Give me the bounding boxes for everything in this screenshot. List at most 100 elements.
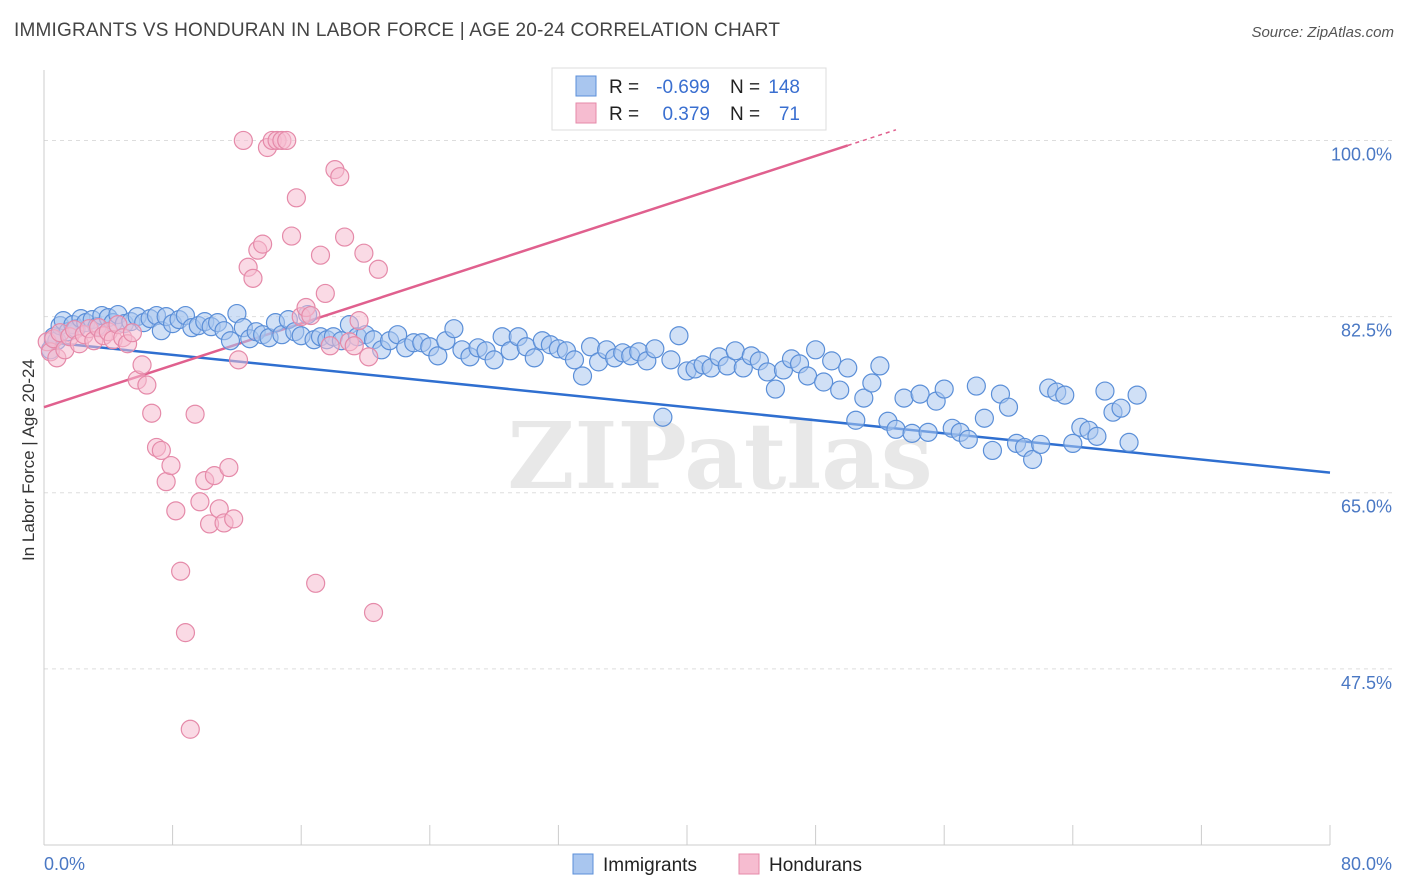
- hondurans-point: [185, 404, 205, 424]
- bottom-legend: Immigrants Hondurans: [572, 853, 862, 876]
- legend-n-value-1: 148: [768, 77, 800, 98]
- axes: [43, 70, 1331, 846]
- immigrants-point: [653, 407, 673, 427]
- chart-source: Source: ZipAtlas.com: [1251, 24, 1394, 41]
- immigrants-point: [524, 348, 544, 368]
- immigrants-point: [484, 350, 504, 370]
- hondurans-point: [315, 283, 335, 304]
- immigrants-point: [428, 346, 448, 366]
- immigrants-point: [830, 380, 850, 400]
- legend: R = -0.699 N = 148 R = 0.379 N = 71: [551, 67, 827, 131]
- immigrants-point: [894, 388, 914, 408]
- immigrants-point: [725, 341, 745, 361]
- immigrants-point: [934, 379, 954, 399]
- immigrants-point: [661, 350, 681, 370]
- legend-swatch-hondurans: [575, 102, 597, 124]
- immigrants-point: [870, 356, 890, 376]
- hondurans-point: [368, 259, 388, 279]
- immigrants-point: [1031, 434, 1051, 455]
- chart-title: IMMIGRANTS VS HONDURAN IN LABOR FORCE | …: [14, 20, 781, 41]
- immigrants-point: [838, 358, 858, 378]
- hondurans-trend-extension: [847, 129, 897, 147]
- immigrants-point: [814, 372, 834, 392]
- hondurans-point: [142, 403, 162, 423]
- immigrants-point: [958, 429, 978, 449]
- hondurans-point: [224, 509, 244, 529]
- hondurans-point: [363, 602, 384, 623]
- hondurans-point: [320, 336, 340, 356]
- immigrants-point: [982, 440, 1003, 461]
- hondurans-point: [359, 347, 379, 367]
- legend-r-label-2: R =: [609, 104, 639, 125]
- legend-r-value-2: 0.379: [662, 104, 710, 125]
- hondurans-point: [180, 719, 200, 739]
- legend-n-label-2: N =: [730, 104, 760, 125]
- hondurans-point: [166, 501, 186, 521]
- hondurans-point: [286, 188, 306, 208]
- watermark: ZIPatlas: [507, 402, 932, 510]
- immigrants-point: [1119, 432, 1139, 453]
- immigrants-point: [1055, 385, 1075, 405]
- hondurans-point: [330, 167, 350, 187]
- bottom-legend-swatch-hondurans: [738, 853, 760, 875]
- immigrants-point: [822, 351, 842, 371]
- immigrants-point: [797, 366, 818, 386]
- hondurans-point: [306, 573, 326, 593]
- y-tick-label-1: 82.5%: [1341, 321, 1392, 341]
- hondurans-point: [122, 323, 143, 343]
- bottom-legend-hondurans: Hondurans: [769, 855, 862, 876]
- immigrants-point: [854, 388, 874, 408]
- immigrants-point: [669, 326, 689, 346]
- immigrants-point: [564, 350, 585, 370]
- hondurans-point: [204, 466, 224, 486]
- hondurans-point: [277, 130, 297, 151]
- immigrants-point: [1095, 381, 1115, 401]
- legend-swatch-immigrants: [575, 75, 597, 97]
- immigrants-points: [40, 303, 1147, 470]
- hondurans-point: [228, 350, 249, 370]
- immigrants-point: [918, 422, 938, 442]
- hondurans-point: [253, 234, 273, 254]
- hondurans-point: [137, 375, 157, 395]
- hondurans-point: [281, 226, 302, 246]
- hondurans-point: [171, 561, 191, 581]
- hondurans-points: [37, 130, 388, 739]
- hondurans-point: [335, 227, 355, 247]
- immigrants-point: [765, 379, 786, 399]
- trend-lines: [43, 129, 1331, 474]
- y-axis-label: In Labor Force | Age 20-24: [19, 359, 38, 561]
- hondurans-point: [161, 455, 181, 476]
- immigrants-point: [974, 408, 994, 428]
- y-tick-label-0: 100.0%: [1331, 144, 1392, 164]
- hondurans-point: [233, 130, 253, 151]
- immigrants-point: [444, 319, 464, 339]
- immigrants-trend-line: [43, 340, 1331, 474]
- hondurans-point: [310, 245, 331, 265]
- hondurans-point: [243, 268, 263, 288]
- immigrants-point: [886, 419, 906, 439]
- immigrants-point: [846, 410, 866, 430]
- immigrants-point: [910, 384, 930, 404]
- y-tick-labels: 100.0% 82.5% 65.0% 47.5%: [1331, 144, 1392, 692]
- immigrants-point: [862, 373, 882, 393]
- hondurans-point: [151, 440, 171, 461]
- hondurans-point: [190, 492, 210, 512]
- immigrants-point: [998, 397, 1019, 417]
- y-tick-label-3: 47.5%: [1341, 673, 1392, 693]
- x-tick-label-end: 80.0%: [1341, 854, 1392, 874]
- hondurans-point: [175, 623, 196, 643]
- legend-n-label-1: N =: [730, 77, 760, 98]
- immigrants-point: [220, 331, 241, 351]
- immigrants-point: [902, 423, 922, 443]
- hondurans-point: [132, 355, 152, 375]
- immigrants-point: [645, 339, 665, 359]
- hondurans-point: [349, 311, 369, 331]
- hondurans-point: [344, 336, 364, 356]
- x-tick-label-start: 0.0%: [44, 854, 85, 874]
- bottom-legend-immigrants: Immigrants: [603, 855, 697, 876]
- immigrants-point: [805, 340, 826, 360]
- immigrants-point: [966, 376, 986, 396]
- immigrants-point: [1111, 398, 1131, 418]
- immigrants-point: [1023, 449, 1043, 470]
- legend-r-label-1: R =: [609, 77, 639, 98]
